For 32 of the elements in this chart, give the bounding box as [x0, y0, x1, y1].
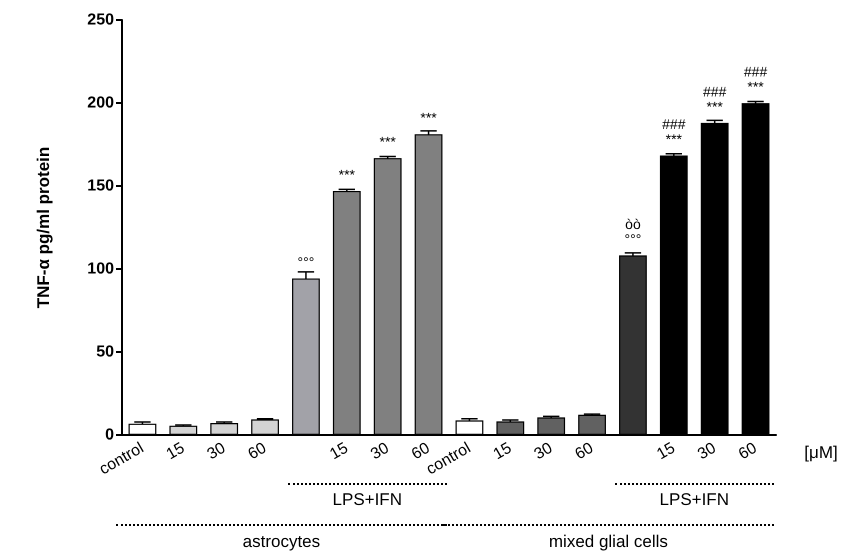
- text: LPS+IFN: [332, 490, 402, 510]
- text: astrocytes: [242, 532, 320, 552]
- x-tick-label: 60: [245, 440, 270, 464]
- x-tick-label: 15: [490, 440, 515, 464]
- data-label: ***: [338, 166, 356, 182]
- x-tick-label: 30: [204, 440, 229, 464]
- data-label: °°°: [298, 254, 314, 270]
- x-tick-label: 15: [164, 440, 188, 464]
- text: mixed glial cells: [548, 532, 668, 552]
- x-tick-label: 60: [408, 440, 433, 464]
- data-label: òò °°°: [624, 216, 642, 247]
- x-tick-label: 60: [572, 440, 596, 464]
- y-tick-label: 100: [87, 260, 114, 278]
- x-tick-label: 15: [327, 440, 352, 464]
- data-label: ***: [380, 134, 396, 150]
- y-tick-label: 50: [96, 344, 114, 360]
- text: [μM]: [804, 443, 838, 463]
- x-tick-label: 30: [532, 440, 556, 464]
- y-tick-label: 250: [87, 12, 114, 28]
- x-tick-label: 15: [654, 440, 678, 464]
- data-label: ### ***: [703, 83, 727, 114]
- y-tick-label: 0: [105, 426, 114, 444]
- text: LPS+IFN: [660, 490, 729, 510]
- data-label: ### ***: [662, 116, 686, 147]
- y-axis-title: TNF-α pg/ml protein: [34, 146, 53, 308]
- data-label: ***: [420, 110, 438, 126]
- x-tick-label: 30: [695, 440, 720, 464]
- x-tick-label: 30: [368, 440, 392, 464]
- y-tick-label: 150: [87, 178, 114, 194]
- y-tick-label: 200: [87, 94, 114, 112]
- x-tick-label: 60: [736, 440, 760, 464]
- data-label: ### ***: [744, 64, 768, 95]
